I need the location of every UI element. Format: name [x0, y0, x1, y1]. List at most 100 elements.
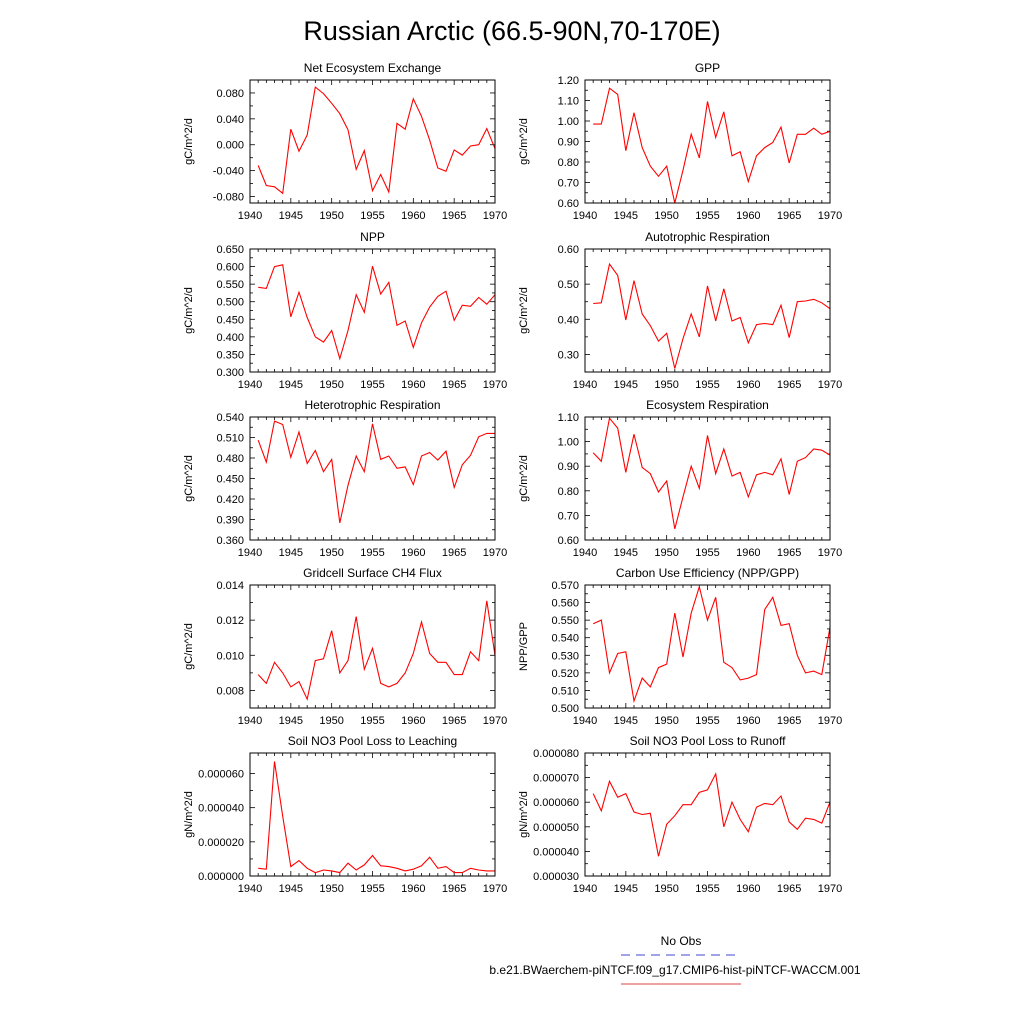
plot-frame	[249, 416, 496, 541]
x-tick-label: 1940	[238, 883, 262, 895]
x-tick-label: 1965	[442, 210, 466, 222]
x-tick-label: 1950	[654, 210, 678, 222]
x-tick-label: 1940	[238, 547, 262, 559]
y-tick-label: 0.510	[551, 685, 579, 697]
panel-soil-no3-pool-loss-to-runoff: Soil NO3 Pool Loss to Runoff gN/m^2/d 1940…	[518, 734, 842, 895]
x-tick-label: 1950	[654, 379, 678, 391]
y-axis-label: gC/m^2/d	[183, 455, 195, 502]
x-tick-label: 1960	[736, 379, 760, 391]
x-tick-label: 1965	[442, 883, 466, 895]
panel-soil-no3-pool-loss-to-leaching: Soil NO3 Pool Loss to Leaching gN/m^2/d 19…	[183, 734, 507, 895]
y-tick-label: 0.500	[551, 703, 579, 715]
y-tick-label: 0.550	[216, 279, 244, 291]
series-line	[258, 761, 495, 874]
y-tick-label: 0.450	[216, 314, 244, 326]
y-tick-label: 0.570	[551, 580, 579, 592]
y-tick-label: 1.00	[558, 116, 579, 128]
x-tick-label: 1960	[736, 883, 760, 895]
panel-grid: Net Ecosystem Exchange gC/m^2/d 1940 1945 19…	[183, 61, 842, 895]
y-tick-label: 0.540	[551, 633, 579, 645]
x-tick-label: 1965	[442, 715, 466, 727]
x-tick-label: 1955	[360, 547, 384, 559]
y-axis-label: gC/m^2/d	[183, 287, 195, 334]
y-tick-label: 0.480	[216, 453, 244, 465]
y-tick-label: 0.400	[216, 332, 244, 344]
panel-title: Autotrophic Respiration	[645, 230, 770, 244]
y-tick-label: 0.000070	[533, 773, 579, 785]
y-tick-label: 0.50	[558, 279, 579, 291]
legend: No Obs b.e21.BWaerchem-piNTCF.f09_g17.CM…	[489, 934, 861, 985]
y-tick-label: 0.60	[558, 244, 579, 256]
y-axis-label: NPP/GPP	[518, 622, 530, 671]
x-tick-label: 1945	[279, 210, 303, 222]
series-line	[257, 600, 496, 701]
x-tick-label: 1945	[614, 547, 638, 559]
x-tick-label: 1965	[777, 547, 801, 559]
y-tick-label: 0.60	[558, 535, 579, 547]
x-tick-label: 1970	[483, 547, 507, 559]
y-tick-label: 0.80	[558, 486, 579, 498]
panel-npp: NPP gC/m^2/d 1940 1945 1950 1955 1960 1965 1970 0…	[183, 230, 507, 391]
x-tick-label: 1970	[483, 883, 507, 895]
y-tick-label: 1.20	[558, 75, 579, 87]
x-tick-label: 1955	[360, 210, 384, 222]
x-tick-label: 1955	[695, 883, 719, 895]
y-tick-label: 0.000	[216, 140, 244, 152]
y-tick-label: 0.90	[558, 137, 579, 149]
panel-carbon-use-efficiency-npp-gpp: Carbon Use Efficiency (NPP/GPP) NPP/GPP 19…	[518, 566, 842, 727]
x-tick-label: 1945	[614, 210, 638, 222]
panel-title: Soil NO3 Pool Loss to Leaching	[288, 734, 457, 748]
series-line	[593, 262, 831, 369]
y-tick-label: 1.10	[558, 412, 579, 424]
series-line	[592, 584, 831, 704]
x-tick-label: 1945	[279, 547, 303, 559]
y-axis-label: gC/m^2/d	[183, 118, 195, 165]
plot-frame	[584, 752, 831, 877]
x-tick-label: 1945	[279, 715, 303, 727]
y-axis-label: gN/m^2/d	[518, 791, 530, 838]
plot-frame	[584, 416, 831, 541]
panel-title: Net Ecosystem Exchange	[304, 61, 442, 75]
panel-title: GPP	[695, 61, 720, 75]
plot-frame	[584, 584, 831, 709]
y-tick-label: 0.010	[216, 650, 244, 662]
x-tick-label: 1945	[614, 379, 638, 391]
y-tick-label: 0.70	[558, 510, 579, 522]
x-tick-label: 1940	[573, 715, 597, 727]
y-tick-label: 0.600	[216, 262, 244, 274]
y-tick-label: 0.450	[216, 474, 244, 486]
y-tick-label: 1.00	[558, 437, 579, 449]
figure-title: Russian Arctic (66.5-90N,70-170E)	[303, 16, 720, 46]
x-tick-label: 1970	[818, 547, 842, 559]
x-tick-label: 1960	[401, 379, 425, 391]
x-tick-label: 1960	[401, 715, 425, 727]
y-tick-label: 0.012	[216, 615, 244, 627]
x-tick-label: 1940	[573, 883, 597, 895]
x-tick-label: 1970	[483, 210, 507, 222]
panel-heterotrophic-respiration: Heterotrophic Respiration gC/m^2/d 1940 194…	[183, 398, 507, 559]
y-tick-label: -0.080	[213, 192, 244, 204]
y-tick-label: 0.000040	[533, 846, 579, 858]
x-tick-label: 1965	[777, 883, 801, 895]
y-tick-label: 0.350	[216, 349, 244, 361]
y-tick-label: 0.550	[551, 615, 579, 627]
x-tick-label: 1940	[573, 210, 597, 222]
y-axis-label: gC/m^2/d	[518, 455, 530, 502]
x-tick-label: 1950	[319, 883, 343, 895]
y-tick-label: 0.080	[216, 88, 244, 100]
y-axis-label: gC/m^2/d	[518, 287, 530, 334]
y-tick-label: 0.000040	[198, 803, 244, 815]
x-tick-label: 1960	[736, 210, 760, 222]
panel-title: NPP	[360, 230, 385, 244]
x-tick-label: 1970	[483, 379, 507, 391]
y-tick-label: 0.014	[216, 580, 244, 592]
x-tick-label: 1965	[777, 210, 801, 222]
panel-net-ecosystem-exchange: Net Ecosystem Exchange gC/m^2/d 1940 1945 19…	[183, 61, 507, 222]
plot-frame	[249, 752, 496, 877]
y-tick-label: 0.360	[216, 535, 244, 547]
panel-ecosystem-respiration: Ecosystem Respiration gC/m^2/d 1940 1945 195…	[518, 398, 842, 559]
x-tick-label: 1970	[818, 379, 842, 391]
y-tick-label: 0.560	[551, 598, 579, 610]
